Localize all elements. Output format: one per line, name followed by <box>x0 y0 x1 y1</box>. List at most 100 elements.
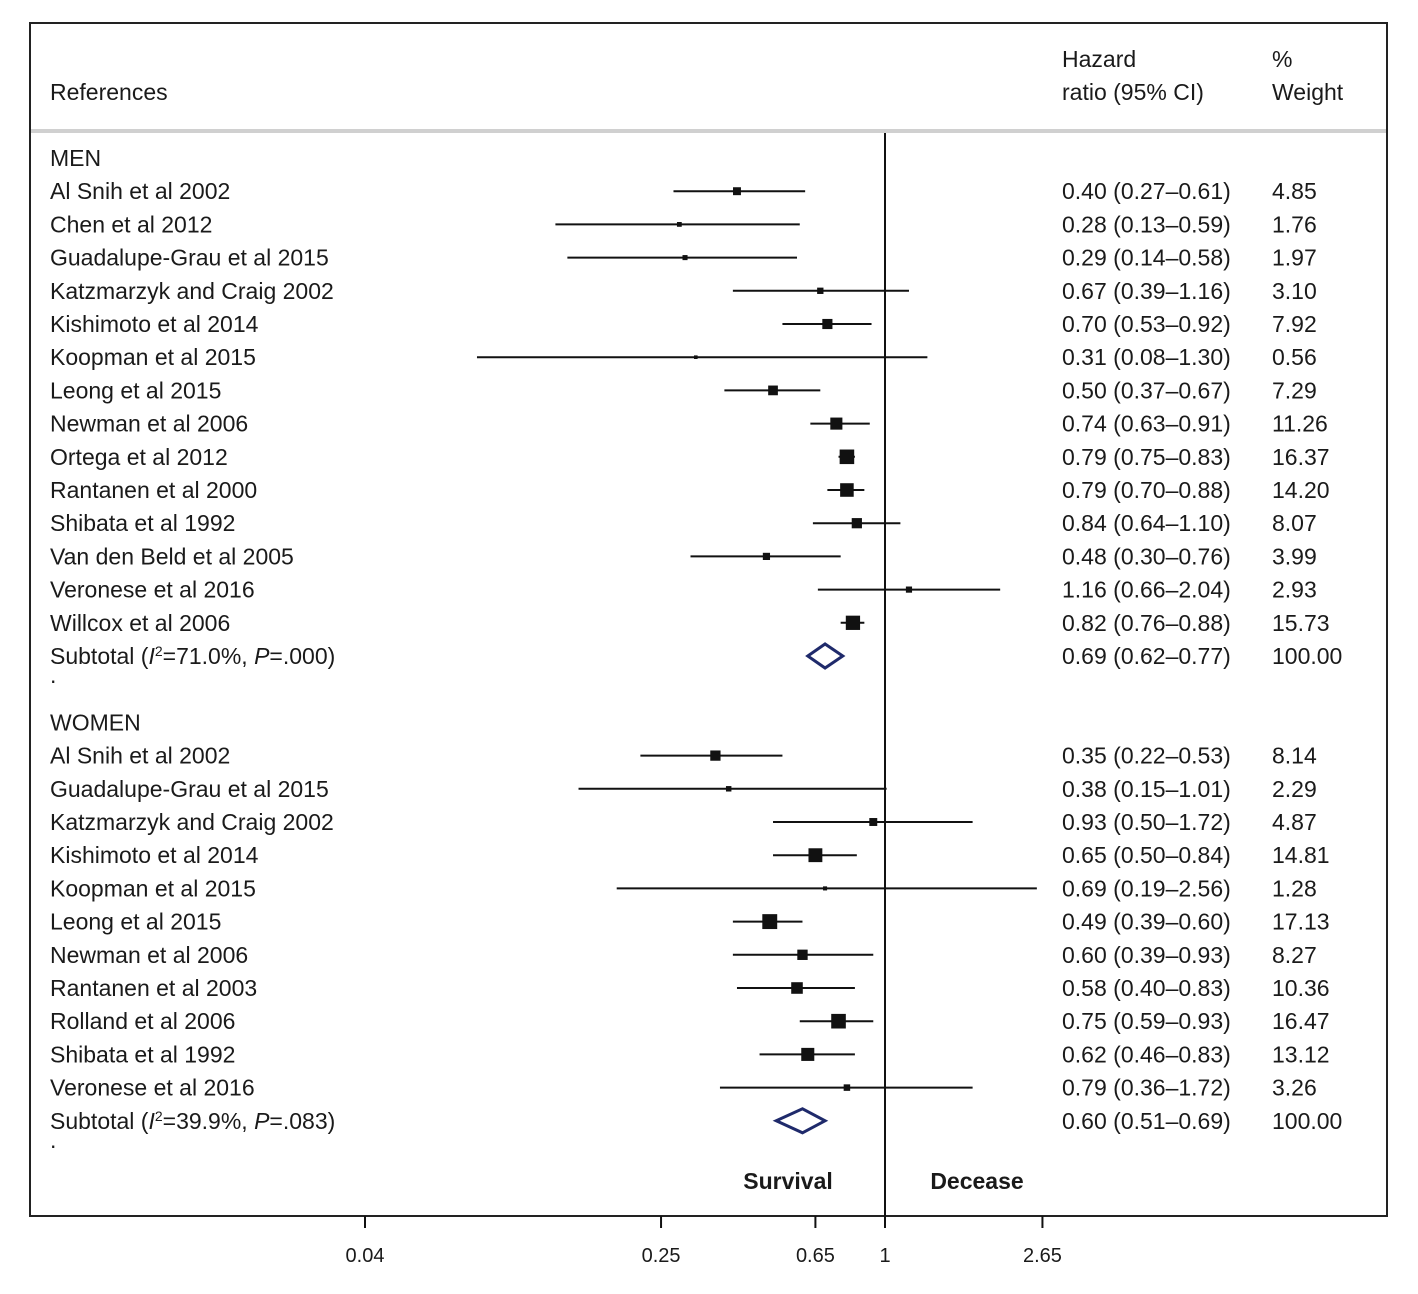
study-weight: 17.13 <box>1272 909 1330 935</box>
study-weight: 2.29 <box>1272 776 1317 802</box>
study-ci-text: 0.65 (0.50–0.84) <box>1062 842 1231 868</box>
study-point <box>725 786 732 792</box>
study-point <box>733 187 741 196</box>
subtotal-label-part: =.000) <box>269 643 335 669</box>
study-ci-text: 0.49 (0.39–0.60) <box>1062 909 1231 935</box>
subtotal-label-part: I <box>148 1108 155 1134</box>
subtotal-label-part: Subtotal ( <box>50 1108 149 1134</box>
study-ci-text: 0.58 (0.40–0.83) <box>1062 975 1231 1001</box>
subtotal-diamond <box>772 1107 829 1135</box>
study-weight: 1.28 <box>1272 875 1317 901</box>
study-ci-text: 0.29 (0.14–0.58) <box>1062 245 1231 271</box>
study-point <box>817 287 824 294</box>
study-label: Newman et al 2006 <box>50 942 248 968</box>
study-weight: 8.14 <box>1272 743 1317 769</box>
study-point <box>682 255 688 261</box>
study-ci-text: 0.74 (0.63–0.91) <box>1062 411 1231 437</box>
study-ci-text: 0.67 (0.39–1.16) <box>1062 278 1231 304</box>
study-label: Koopman et al 2015 <box>50 344 256 370</box>
study-label: Koopman et al 2015 <box>50 875 256 901</box>
subtotal-label: Subtotal (I2=39.9%, P=.083) <box>50 1108 335 1134</box>
study-label: Kishimoto et al 2014 <box>50 311 259 337</box>
study-point <box>676 222 682 227</box>
study-label: Van den Beld et al 2005 <box>50 543 294 569</box>
study-weight: 0.56 <box>1272 344 1317 370</box>
study-label: Ortega et al 2012 <box>50 444 228 470</box>
study-label: Katzmarzyk and Craig 2002 <box>50 278 334 304</box>
study-point <box>822 318 833 330</box>
study-label: Veronese et al 2016 <box>50 1075 255 1101</box>
study-weight: 14.20 <box>1272 477 1330 503</box>
header-hr-line2: ratio (95% CI) <box>1062 79 1204 105</box>
subtotal-label-part: I <box>148 643 155 669</box>
study-weight: 3.26 <box>1272 1075 1317 1101</box>
study-weight: 1.97 <box>1272 245 1317 271</box>
study-weight: 7.92 <box>1272 311 1317 337</box>
study-ci-text: 1.16 (0.66–2.04) <box>1062 577 1231 603</box>
subtotal-label-part: 2 <box>155 1108 163 1124</box>
study-ci-text: 0.48 (0.30–0.76) <box>1062 543 1231 569</box>
study-point <box>791 982 803 994</box>
study-ci-text: 0.35 (0.22–0.53) <box>1062 743 1231 769</box>
x-tick-label: 0.65 <box>796 1245 835 1267</box>
x-tick-label: 1 <box>879 1245 890 1267</box>
study-point <box>801 1047 815 1061</box>
study-label: Shibata et al 1992 <box>50 1041 235 1067</box>
study-label: Kishimoto et al 2014 <box>50 842 259 868</box>
study-point <box>797 949 808 960</box>
study-point <box>830 417 843 430</box>
study-label: Chen et al 2012 <box>50 211 212 237</box>
study-point <box>839 449 855 465</box>
study-weight: 2.93 <box>1272 577 1317 603</box>
study-ci-text: 0.82 (0.76–0.88) <box>1062 610 1231 636</box>
header-references: References <box>50 79 168 105</box>
study-point <box>840 483 854 497</box>
study-ci-text: 0.69 (0.19–2.56) <box>1062 875 1231 901</box>
header-rule <box>31 129 1386 133</box>
x-tick-label: 0.25 <box>642 1245 681 1267</box>
study-weight: 13.12 <box>1272 1041 1330 1067</box>
study-weight: 10.36 <box>1272 975 1330 1001</box>
study-weight: 14.81 <box>1272 842 1330 868</box>
study-ci-text: 0.38 (0.15–1.01) <box>1062 776 1231 802</box>
study-ci-text: 0.70 (0.53–0.92) <box>1062 311 1231 337</box>
x-axis: 0.04 0.25 0.65 1 2.65 <box>346 1216 1062 1267</box>
study-point <box>843 1084 851 1091</box>
header-hr-line1: Hazard <box>1062 46 1136 72</box>
subtotal-label: Subtotal (I2=71.0%, P=.000) <box>50 643 335 669</box>
subtotal-label-part: Subtotal ( <box>50 643 149 669</box>
plot-frame <box>29 22 1388 1217</box>
study-ci-text: 0.62 (0.46–0.83) <box>1062 1041 1231 1067</box>
subtotal-label-part: P <box>254 1108 270 1134</box>
group-separator: . <box>50 662 56 688</box>
study-weight: 3.10 <box>1272 278 1317 304</box>
forest-rows: MEN Al Snih et al 2002 0.40 (0.27–0.61) 4.8… <box>50 145 1342 1153</box>
study-label: Leong et al 2015 <box>50 909 221 935</box>
study-weight: 4.85 <box>1272 178 1317 204</box>
study-point <box>762 914 778 930</box>
subtotal-weight: 100.00 <box>1272 643 1342 669</box>
study-weight: 7.29 <box>1272 377 1317 403</box>
x-tick-label: 0.04 <box>346 1245 385 1267</box>
study-label: Willcox et al 2006 <box>50 610 230 636</box>
study-ci-text: 0.79 (0.75–0.83) <box>1062 444 1231 470</box>
study-label: Shibata et al 1992 <box>50 510 235 536</box>
study-label: Al Snih et al 2002 <box>50 743 230 769</box>
direction-label-decease: Decease <box>930 1168 1023 1194</box>
study-point <box>693 355 698 359</box>
study-ci-text: 0.31 (0.08–1.30) <box>1062 344 1231 370</box>
study-weight: 16.37 <box>1272 444 1330 470</box>
study-point <box>762 552 771 560</box>
study-label: Leong et al 2015 <box>50 377 221 403</box>
study-ci-text: 0.79 (0.70–0.88) <box>1062 477 1231 503</box>
study-ci-text: 0.40 (0.27–0.61) <box>1062 178 1231 204</box>
study-weight: 3.99 <box>1272 543 1317 569</box>
study-weight: 15.73 <box>1272 610 1330 636</box>
subtotal-weight: 100.00 <box>1272 1108 1342 1134</box>
direction-label-survival: Survival <box>743 1168 833 1194</box>
subtotal-diamond <box>805 642 846 670</box>
header-weight-line2: Weight <box>1272 79 1344 105</box>
study-weight: 8.07 <box>1272 510 1317 536</box>
group-label: WOMEN <box>50 709 141 735</box>
